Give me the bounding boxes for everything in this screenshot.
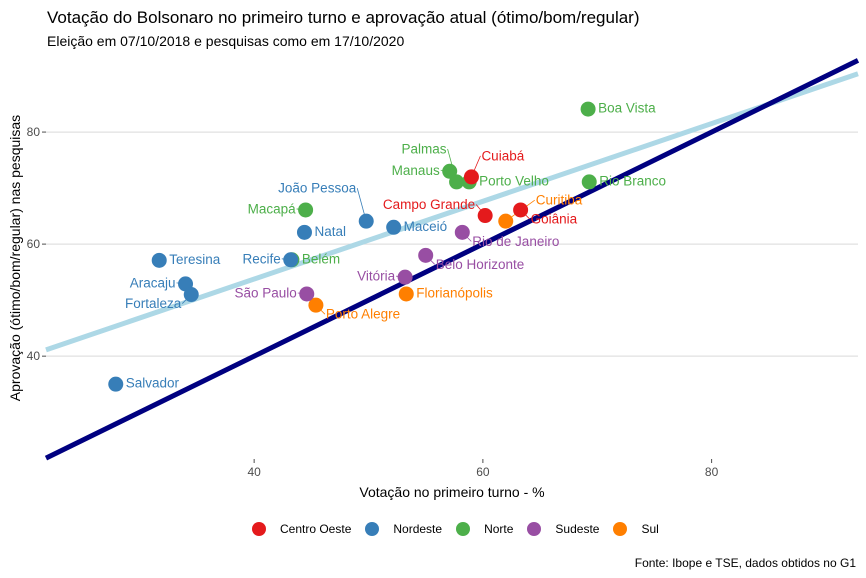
- label-florianopolis: Florianópolis: [416, 285, 493, 300]
- gridlines: [46, 131, 858, 357]
- legend-item-sul: Sul: [613, 522, 659, 536]
- label-rio-branco: Rio Branco: [599, 173, 666, 188]
- legend-label: Sul: [641, 522, 659, 536]
- label-boa-vista: Boa Vista: [598, 101, 656, 116]
- point-recife: [283, 252, 299, 268]
- x-tick-label: 40: [247, 465, 261, 479]
- x-axis-ticks: 40 60 80: [247, 459, 719, 479]
- label-salvador: Salvador: [126, 376, 180, 391]
- label-teresina: Teresina: [169, 252, 221, 267]
- point-boa-vista: [580, 101, 596, 117]
- label-manaus: Manaus: [392, 163, 440, 178]
- label-recife: Recife: [242, 251, 280, 266]
- legend-dot-icon: [613, 522, 628, 536]
- legend: Centro Oeste Nordeste Norte Sudeste Sul: [252, 522, 673, 536]
- label-campo-grande: Campo Grande: [383, 197, 475, 212]
- point-campo-grande: [477, 208, 493, 224]
- label-porto-alegre: Porto Alegre: [326, 307, 400, 322]
- label-rio-de-janeiro: Rio de Janeiro: [472, 234, 559, 249]
- label-sao-paulo: São Paulo: [234, 285, 296, 300]
- data-labels: Porto Velho Cuiabá Campo Grande Rio de Jane…: [125, 101, 666, 391]
- point-rio-branco: [581, 174, 597, 190]
- label-cuiaba: Cuiabá: [481, 148, 524, 163]
- point-maceio: [386, 219, 402, 235]
- y-tick-label: 60: [27, 237, 41, 251]
- point-belo-horizonte: [418, 247, 434, 263]
- legend-item-nordeste: Nordeste: [365, 522, 442, 536]
- point-sao-paulo: [299, 286, 315, 302]
- point-goiania: [513, 202, 529, 218]
- label-curitiba: Curitiba: [536, 193, 583, 208]
- x-axis-title: Votação no primeiro turno - %: [359, 484, 544, 500]
- legend-dot-icon: [252, 522, 266, 536]
- label-belem: Belém: [302, 251, 340, 266]
- reference-lines: [44, 58, 860, 461]
- chart-title: Votação do Bolsonaro no primeiro turno e…: [47, 8, 640, 27]
- chart-subtitle: Eleição em 07/10/2018 e pesquisas como e…: [47, 33, 405, 49]
- legend-dot-icon: [456, 522, 471, 536]
- point-florianopolis: [398, 286, 414, 302]
- label-aracaju: Aracaju: [130, 275, 176, 290]
- label-goiania: Goiânia: [531, 211, 578, 226]
- regression-line: [45, 71, 859, 353]
- point-fortaleza: [183, 287, 199, 303]
- point-porto-alegre: [308, 297, 324, 313]
- label-vitoria: Vitória: [357, 269, 396, 284]
- legend-label: Nordeste: [393, 522, 443, 536]
- legend-item-norte: Norte: [456, 522, 513, 536]
- label-porto-velho: Porto Velho: [479, 173, 549, 188]
- label-macapa: Macapá: [248, 201, 297, 216]
- label-natal: Natal: [314, 224, 346, 239]
- legend-item-centro-oeste: Centro Oeste: [252, 522, 351, 536]
- y-axis-title: Aprovação (ótimo/bom/regular) nas pesqui…: [7, 115, 23, 401]
- label-palmas: Palmas: [402, 141, 447, 156]
- legend-label: Centro Oeste: [280, 522, 352, 536]
- legend-dot-icon: [365, 522, 380, 536]
- point-palmas: [449, 174, 465, 190]
- legend-label: Norte: [484, 522, 514, 536]
- legend-label: Sudeste: [555, 522, 600, 536]
- y-axis-ticks: 40 60 80: [27, 125, 46, 363]
- legend-item-sudeste: Sudeste: [527, 522, 599, 536]
- identity-line: [44, 58, 860, 461]
- point-macapa: [298, 202, 314, 218]
- label-fortaleza: Fortaleza: [125, 296, 182, 311]
- label-joao-pessoa: João Pessoa: [278, 181, 357, 196]
- data-points: [108, 101, 597, 392]
- point-salvador: [108, 376, 124, 392]
- x-tick-label: 60: [476, 465, 490, 479]
- point-rio-de-janeiro: [454, 224, 470, 240]
- point-cuiaba: [463, 169, 479, 185]
- point-joao-pessoa: [358, 213, 374, 229]
- label-maceio: Maceió: [404, 219, 448, 234]
- y-tick-label: 80: [27, 125, 41, 139]
- legend-dot-icon: [527, 522, 542, 536]
- y-tick-label: 40: [27, 349, 41, 363]
- point-vitoria: [397, 269, 413, 285]
- point-teresina: [151, 252, 167, 268]
- caption: Fonte: Ibope e TSE, dados obtidos no G1: [634, 556, 856, 570]
- x-tick-label: 80: [705, 465, 719, 479]
- point-natal: [296, 224, 312, 240]
- label-belo-horizonte: Belo Horizonte: [436, 257, 525, 272]
- point-curitiba: [498, 213, 514, 229]
- point-manaus: [442, 163, 458, 179]
